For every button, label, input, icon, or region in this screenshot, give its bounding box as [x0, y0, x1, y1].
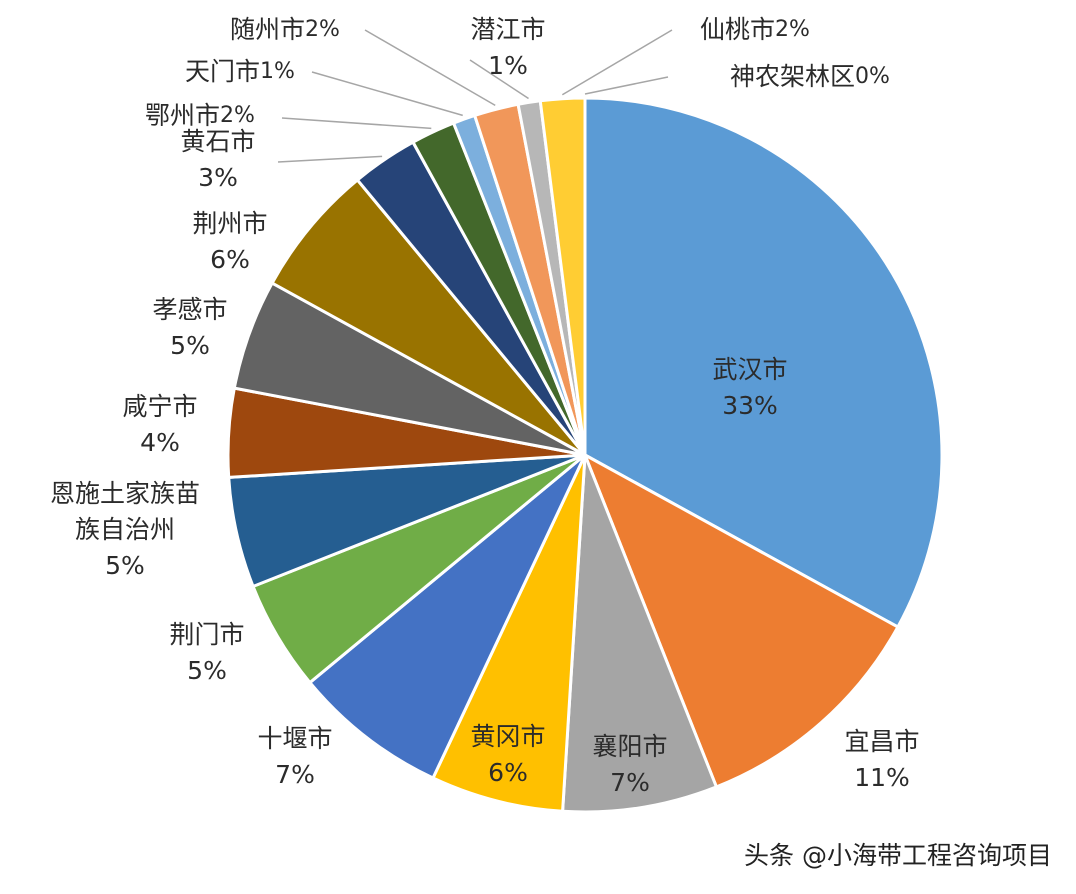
- value-label: 0%: [855, 64, 890, 89]
- slice-label: 荆州市 6%: [192, 206, 267, 278]
- slice-label: 咸宁市 4%: [122, 389, 197, 461]
- value-label: 2%: [305, 17, 340, 42]
- watermark: 头条 @小海带工程咨询项目: [744, 841, 1052, 870]
- slice-label: 十堰市 7%: [257, 721, 332, 793]
- slice-label: 潜江市 1%: [470, 12, 545, 84]
- slice-label: 武汉市 33%: [712, 352, 787, 424]
- leader-line: [469, 59, 529, 100]
- slice-label: 恩施土家族苗族自治州 5%: [45, 476, 205, 584]
- category-label: 仙桃市: [700, 15, 776, 44]
- category-label: 宜昌市: [844, 727, 920, 756]
- slice-label: 天门市 1%: [185, 54, 295, 90]
- category-label: 十堰市: [257, 724, 333, 753]
- pie-slice: [431, 454, 587, 813]
- value-label: 7%: [610, 768, 650, 797]
- slice-label: 宜昌市 11%: [844, 724, 919, 796]
- category-label: 咸宁市: [122, 392, 198, 421]
- leader-line: [281, 117, 432, 130]
- pie-slice: [270, 177, 587, 457]
- slice-label: 黄石市 3%: [180, 124, 255, 196]
- slice-label: 仙桃市 2%: [700, 12, 810, 48]
- value-label: 2%: [775, 17, 810, 42]
- slice-label: 荆门市 5%: [169, 617, 244, 689]
- category-label: 潜江市: [470, 15, 546, 44]
- value-label: 6%: [210, 245, 250, 274]
- value-label: 3%: [198, 163, 238, 192]
- value-label: 7%: [275, 760, 315, 789]
- leader-line: [584, 76, 669, 95]
- pie-slice: [307, 453, 587, 781]
- value-label: 33%: [722, 391, 778, 420]
- slice-label: 襄阳市 7%: [592, 729, 667, 801]
- value-label: 1%: [488, 51, 528, 80]
- leader-line: [311, 71, 463, 117]
- value-label: 5%: [187, 656, 227, 685]
- value-label: 6%: [488, 758, 528, 787]
- leader-line: [364, 29, 496, 106]
- slice-label: 神农架林区 0%: [730, 59, 890, 95]
- pie-slice: [583, 96, 944, 630]
- category-label: 恩施土家族苗族自治州: [49, 479, 200, 544]
- category-label: 神农架林区: [730, 62, 856, 91]
- pie-slice: [582, 451, 900, 789]
- pie-slice: [560, 454, 719, 814]
- leader-line: [561, 29, 673, 96]
- category-label: 天门市: [185, 57, 261, 86]
- slice-label: 孝感市 5%: [152, 292, 227, 364]
- category-label: 孝感市: [152, 295, 228, 324]
- category-label: 荆门市: [169, 620, 245, 649]
- value-label: 5%: [170, 331, 210, 360]
- category-label: 襄阳市: [592, 732, 668, 761]
- value-label: 1%: [260, 59, 295, 84]
- category-label: 黄冈市: [470, 722, 546, 751]
- value-label: 5%: [105, 551, 145, 580]
- category-label: 荆州市: [192, 209, 268, 238]
- value-label: 4%: [140, 428, 180, 457]
- category-label: 鄂州市: [145, 101, 221, 130]
- value-label: 2%: [220, 103, 255, 128]
- category-label: 黄石市: [180, 127, 256, 156]
- slice-label: 鄂州市 2%: [145, 98, 255, 134]
- value-label: 11%: [854, 763, 910, 792]
- category-label: 随州市: [230, 15, 306, 44]
- leader-line: [277, 155, 383, 163]
- slice-label: 黄冈市 6%: [470, 719, 545, 791]
- category-label: 武汉市: [712, 355, 788, 384]
- slice-label: 随州市 2%: [230, 12, 340, 48]
